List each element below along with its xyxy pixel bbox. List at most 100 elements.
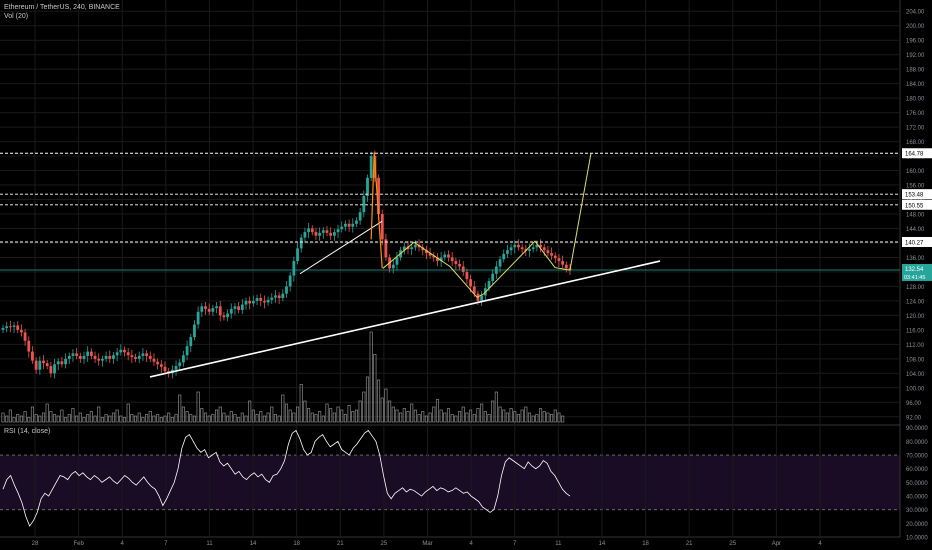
volume-bar (550, 414, 554, 423)
candle-body (531, 247, 535, 250)
candle-body (163, 366, 167, 372)
candle-body (384, 239, 388, 258)
volume-bar (203, 412, 208, 423)
volume-bar (340, 409, 344, 423)
candle-body (498, 259, 502, 267)
volume-bar (167, 412, 171, 423)
volume-bar (318, 411, 322, 423)
volume-bar (200, 408, 204, 423)
candle-body (97, 358, 101, 361)
time-tick-label: 28 (32, 541, 39, 547)
chart-title: Ethereum / TetherUS, 240, BINANCE (4, 4, 120, 11)
candle-body (358, 212, 362, 221)
volume-bar (185, 411, 189, 423)
price-tick-label: 176.00 (906, 111, 925, 117)
volume-bar (86, 414, 90, 423)
time-tick-label: 25 (729, 541, 736, 547)
candle-body (126, 352, 130, 356)
candle-body (274, 295, 277, 298)
candle-body (101, 358, 104, 361)
candle-body (553, 255, 557, 259)
volume-bar (178, 394, 182, 423)
volume-bar (505, 412, 509, 423)
volume-bar (159, 417, 163, 423)
candle-body (64, 358, 67, 365)
candle-body (362, 195, 366, 213)
price-tick-label: 120.00 (906, 314, 925, 320)
volume-bar (314, 414, 318, 423)
candle-body (156, 361, 160, 365)
candle-body (509, 247, 513, 251)
volume-bar (391, 406, 395, 423)
candle-body (104, 355, 108, 359)
rsi-tick-label: 70.0000 (906, 454, 928, 460)
volume-bar (494, 391, 498, 423)
time-tick-label: 21 (686, 541, 693, 547)
volume-bar (395, 409, 399, 423)
candle-body (255, 298, 259, 301)
time-tick-label: Apr (772, 541, 781, 547)
volume-bar (30, 406, 35, 423)
current-price-badge (902, 263, 932, 281)
candle-body (31, 351, 34, 361)
candle-body (557, 258, 561, 262)
candle-body (447, 254, 450, 258)
volume-bar (1, 412, 5, 423)
candle-body (550, 253, 553, 256)
volume-bar (8, 409, 12, 423)
volume-bar (303, 400, 307, 423)
time-tick-label: 4 (818, 541, 822, 547)
volume-bar (211, 414, 215, 423)
level-label: 140.27 (905, 240, 924, 246)
price-tick-label: 172.00 (906, 126, 925, 132)
time-tick-label: 18 (642, 541, 649, 547)
candle-body (285, 286, 288, 294)
volume-bar (347, 405, 351, 423)
volume-bar (428, 412, 432, 423)
candle-body (93, 355, 97, 359)
candle-body (20, 329, 23, 333)
candle-body (296, 248, 299, 262)
volume-bar (16, 414, 20, 423)
volume-bar (461, 406, 465, 423)
rsi-label: RSI (14, close) (4, 428, 51, 435)
level-label: 150.55 (905, 203, 924, 209)
candle-body (200, 306, 204, 312)
rsi-tick-label: 50.0000 (906, 481, 928, 487)
volume-bar (413, 409, 417, 423)
volume-bar (439, 409, 443, 423)
rsi-tick-label: 30.0000 (906, 508, 928, 514)
candle-body (472, 286, 476, 294)
volume-bar (141, 417, 145, 423)
candle-body (395, 257, 399, 265)
candle-body (321, 230, 325, 233)
volume-bar (100, 417, 104, 423)
candle-body (425, 250, 428, 254)
time-tick-label: Mar (422, 541, 432, 547)
candle-body (178, 362, 182, 367)
candle-body (454, 261, 458, 264)
volume-bar (262, 415, 266, 423)
volume-bar (78, 412, 82, 423)
volume-bar (218, 406, 222, 423)
price-tick-label: 112.00 (906, 343, 925, 349)
candle-body (480, 295, 484, 301)
volume-bar (45, 403, 49, 423)
candle-body (332, 232, 336, 236)
rsi-tick-label: 20.0000 (906, 522, 928, 528)
volume-bar (365, 376, 370, 423)
volume-bar (49, 411, 53, 423)
candle-body (207, 308, 211, 312)
volume-bar (535, 414, 539, 423)
volume-bar (343, 414, 347, 423)
time-tick-label: 11 (555, 541, 562, 547)
candle-body (119, 349, 123, 353)
volume-bar (531, 415, 535, 423)
volume-bar (237, 417, 241, 423)
volume-bar (491, 400, 495, 423)
volume-bar (189, 414, 193, 423)
volume-bar (97, 406, 101, 423)
candle-body (112, 355, 115, 359)
